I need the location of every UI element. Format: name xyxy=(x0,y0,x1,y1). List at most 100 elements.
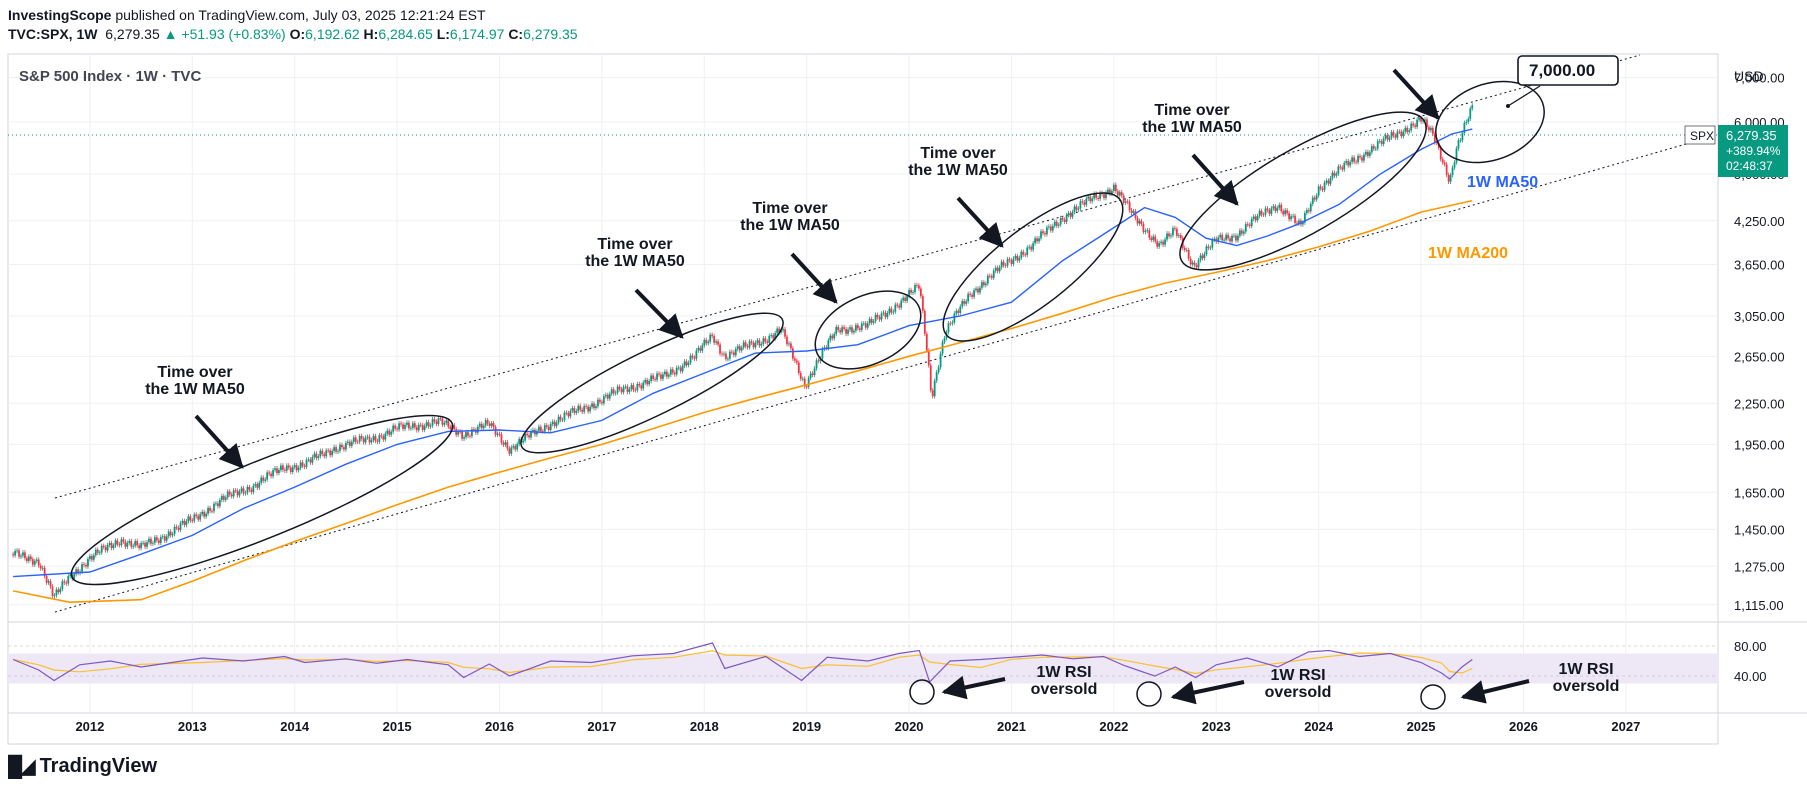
ellipse-2020-2021[interactable] xyxy=(923,169,1143,364)
candle-body xyxy=(677,367,680,369)
candle-body xyxy=(981,282,983,288)
candle-body xyxy=(1097,197,1100,199)
candle-body xyxy=(1061,217,1064,220)
arrow-rsi-1[interactable] xyxy=(941,675,1006,700)
candle-body xyxy=(1233,235,1235,237)
candle-body xyxy=(37,559,40,566)
candle-body xyxy=(616,386,619,393)
candle-body xyxy=(238,491,241,496)
candle-body xyxy=(1406,127,1409,133)
candle-body xyxy=(939,353,942,368)
candle-body xyxy=(1244,223,1247,232)
candle-body xyxy=(234,490,237,492)
footer-brand[interactable]: █◢ TradingView xyxy=(8,754,157,779)
ellipse-2019[interactable] xyxy=(803,276,933,385)
candle-body xyxy=(455,429,458,435)
currency-label[interactable]: USD xyxy=(1734,68,1764,84)
candle-body xyxy=(825,347,828,349)
candle-body xyxy=(224,497,227,500)
time-over-labels: Time over the 1W MA50 Time over the 1W M… xyxy=(145,102,1619,701)
candle-body xyxy=(762,338,765,344)
arrow-rsi-2[interactable] xyxy=(1170,680,1245,705)
ellipse-2023-2024[interactable] xyxy=(1161,85,1445,298)
candle-body xyxy=(1351,157,1354,163)
candle-body xyxy=(193,514,196,521)
candle-body xyxy=(1276,207,1279,211)
candle-body xyxy=(754,342,757,348)
candle-body xyxy=(419,424,422,426)
candle-body xyxy=(390,431,393,435)
candle-body xyxy=(782,329,784,331)
arrow-6[interactable] xyxy=(1392,68,1440,120)
symbol-label[interactable]: TVC:SPX, 1W xyxy=(8,26,98,42)
candle-body xyxy=(764,338,767,342)
candle-body xyxy=(197,516,200,520)
candle-body xyxy=(746,346,749,348)
channel-upper-line[interactable] xyxy=(54,54,1641,499)
candle-body xyxy=(207,507,209,514)
candle-body xyxy=(144,542,146,547)
low-value: 6,174.97 xyxy=(449,26,505,42)
candle-body xyxy=(1363,154,1365,161)
rsi-circle-2025[interactable] xyxy=(1420,684,1446,710)
candle-body xyxy=(380,435,383,437)
candle-body xyxy=(618,386,621,390)
ellipse-2025-target[interactable] xyxy=(1424,67,1555,177)
candle-body xyxy=(1177,235,1180,236)
target-callout[interactable]: 7,000.00 xyxy=(1506,55,1619,108)
candle-body xyxy=(175,526,178,528)
candle-body xyxy=(1264,208,1267,215)
arrow-2[interactable] xyxy=(634,288,684,339)
candle-body xyxy=(772,335,775,339)
candle-body xyxy=(392,425,395,432)
candle-body xyxy=(1004,265,1007,267)
candle-body xyxy=(441,418,444,425)
candle-body xyxy=(612,389,615,394)
rsi-circle-2020[interactable] xyxy=(909,679,935,705)
channel-lower-line[interactable] xyxy=(54,139,1701,613)
candle-body xyxy=(447,420,450,427)
candle-body xyxy=(860,323,863,330)
rsi-circle-2022[interactable] xyxy=(1136,681,1162,707)
year-tick-label: 2015 xyxy=(383,719,412,734)
candle-body xyxy=(575,410,578,413)
high-key: H: xyxy=(363,26,379,42)
arrow-5[interactable] xyxy=(1191,153,1239,206)
candle-body xyxy=(272,470,274,477)
ellipse-2012-2015[interactable] xyxy=(58,388,467,612)
candle-body xyxy=(642,382,645,389)
candle-body xyxy=(1242,231,1245,234)
candle-body xyxy=(244,492,247,494)
candle-body xyxy=(1140,220,1143,224)
candle-body xyxy=(270,473,272,477)
time-axis[interactable]: 2012 2013 2014 2015 2016 2017 2018 2019 2020 2021… xyxy=(75,719,1640,734)
candle-body xyxy=(484,420,487,426)
candle-body xyxy=(699,347,702,351)
candle-body xyxy=(1296,222,1298,224)
candle-body xyxy=(667,374,670,377)
candle-body xyxy=(1053,221,1056,226)
candle-body xyxy=(1258,210,1261,216)
ohlc-line: TVC:SPX, 1W 6,279.35 ▲ +51.93 (+0.83%) O… xyxy=(8,25,578,44)
candle-body xyxy=(1103,194,1105,198)
candle-body xyxy=(1209,247,1212,249)
arrow-4[interactable] xyxy=(956,196,1004,248)
candle-body xyxy=(1122,195,1125,203)
candle-body xyxy=(425,422,428,426)
candle-body xyxy=(1302,222,1304,225)
arrow-rsi-3[interactable] xyxy=(1460,679,1530,704)
ellipse-2016-2018[interactable] xyxy=(508,291,797,476)
author-name[interactable]: InvestingScope xyxy=(8,7,112,23)
arrow-1[interactable] xyxy=(194,414,244,469)
candle-body xyxy=(620,389,623,393)
candle-body xyxy=(969,293,972,295)
candle-body xyxy=(894,304,897,312)
candle-body xyxy=(1095,193,1098,198)
candle-body xyxy=(721,353,723,355)
candle-body xyxy=(791,348,794,359)
candle-body xyxy=(994,267,997,271)
candle-body xyxy=(195,514,198,517)
arrow-3[interactable] xyxy=(790,252,838,304)
time-over-2-line1: Time over xyxy=(597,236,672,253)
